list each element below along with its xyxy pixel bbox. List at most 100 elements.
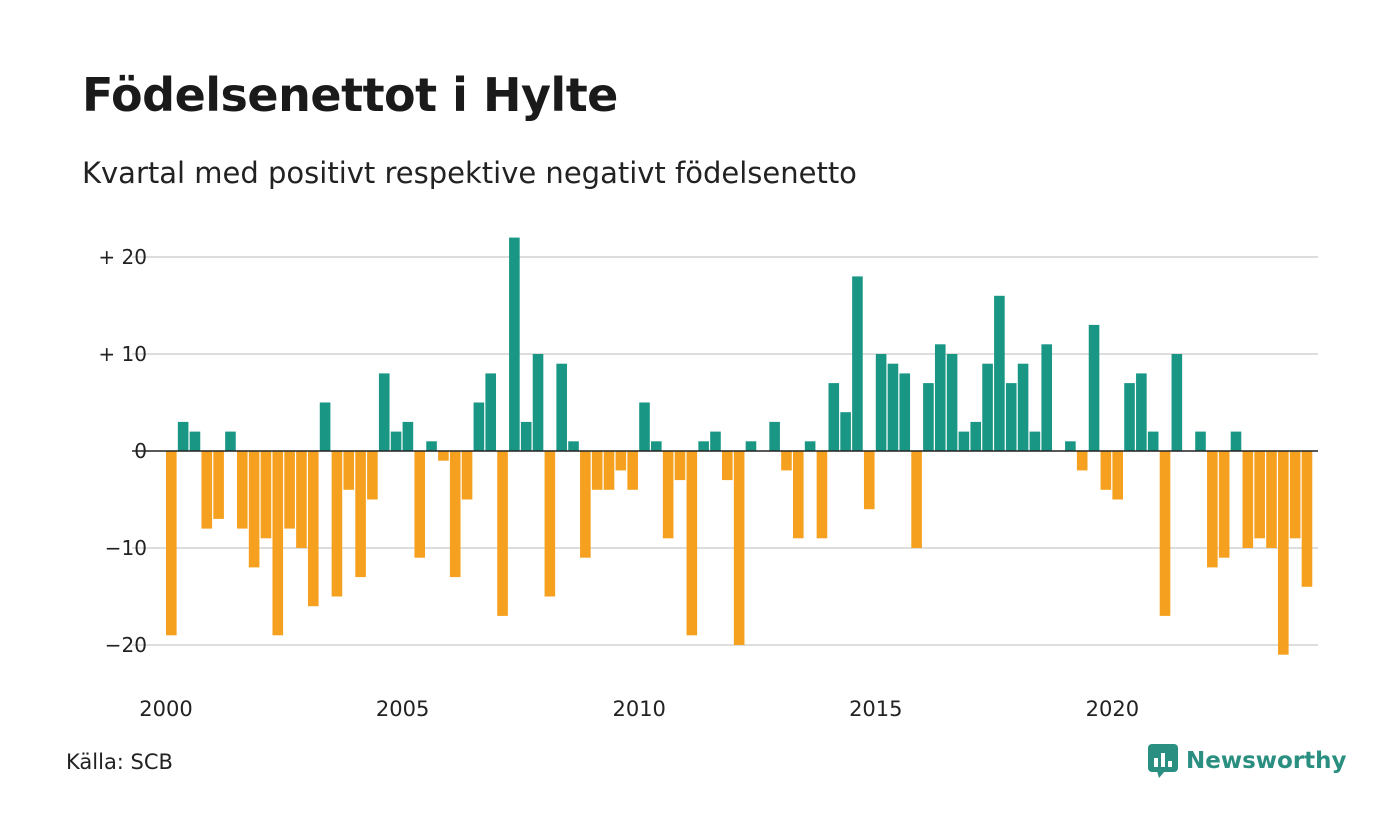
bar: [591, 451, 603, 490]
bar: [520, 421, 532, 451]
bar: [934, 344, 946, 451]
bar: [1301, 451, 1313, 587]
bar: [1065, 441, 1076, 451]
chart-title: Födelsenettot i Hylte: [82, 68, 618, 122]
bar: [272, 451, 284, 636]
bar: [970, 421, 982, 451]
bar: [1041, 344, 1053, 451]
source-note: Källa: SCB: [66, 750, 173, 774]
bar: [745, 441, 757, 451]
chart-subtitle: Kvartal med positivt respektive negativt…: [82, 156, 857, 190]
bar: [1124, 383, 1135, 451]
bar: [1195, 431, 1206, 451]
bar: [284, 451, 295, 529]
x-tick-label: 2005: [376, 697, 429, 721]
bar: [166, 451, 177, 636]
bar: [1254, 451, 1265, 539]
bar: [307, 451, 319, 607]
bar: [414, 451, 426, 558]
bar: [722, 451, 733, 481]
bar: [1100, 451, 1112, 490]
bar: [804, 441, 816, 451]
bar: [296, 451, 307, 548]
y-tick-label: −20: [105, 633, 147, 657]
bar: [792, 451, 804, 539]
bar: [1171, 354, 1183, 451]
bar: [899, 373, 911, 451]
bar: [1289, 451, 1301, 539]
bar: [840, 412, 851, 451]
bar: [887, 363, 899, 451]
bar: [580, 451, 591, 558]
bar: [1218, 451, 1230, 558]
bar: [627, 451, 638, 490]
bar: [733, 451, 745, 645]
bar: [686, 451, 698, 636]
bar: [651, 441, 662, 451]
bar: [236, 451, 248, 529]
bar: [1278, 451, 1289, 655]
brand-name: Newsworthy: [1186, 748, 1347, 774]
bar: [485, 373, 497, 451]
bar: [662, 451, 674, 539]
bar: [1076, 451, 1088, 471]
bar: [331, 451, 343, 597]
bar: [1242, 451, 1254, 548]
bar: [225, 431, 236, 451]
x-tick-label: 2015: [849, 697, 902, 721]
bar: [355, 451, 366, 578]
y-tick-label: 0: [134, 439, 147, 463]
bar: [473, 402, 485, 451]
x-tick-label: 2020: [1086, 697, 1139, 721]
bar: [402, 421, 414, 451]
bar: [946, 354, 958, 451]
bar: [1005, 383, 1017, 451]
bar: [816, 451, 828, 539]
y-axis-labels: + 20 + 10 0 −10 −20: [98, 245, 147, 657]
bar: [698, 441, 709, 451]
bar: [1147, 431, 1159, 451]
bar: [1266, 451, 1277, 548]
bar: [1112, 451, 1123, 500]
bar: [1017, 363, 1029, 451]
bar: [852, 276, 863, 451]
x-tick-label: 2010: [612, 697, 665, 721]
bar: [509, 237, 520, 451]
bar: [828, 383, 840, 451]
bar: [449, 451, 461, 578]
bar: [390, 431, 402, 451]
bar: [497, 451, 508, 616]
bar: [426, 441, 437, 451]
bar: [982, 363, 993, 451]
bar: [781, 451, 792, 471]
bar: [710, 431, 721, 451]
newsworthy-logo: Newsworthy: [1148, 744, 1347, 778]
bar: [177, 421, 189, 451]
bar: [994, 295, 1005, 451]
y-tick-label: + 10: [98, 342, 147, 366]
bar: [875, 354, 887, 451]
bar: [958, 431, 970, 451]
bar: [568, 441, 579, 451]
newsworthy-logo-icon: [1148, 744, 1178, 778]
bars: [166, 237, 1313, 655]
bar: [911, 451, 922, 548]
bar: [674, 451, 686, 481]
x-axis-labels: 2000 2005 2010 2015 2020: [139, 697, 1139, 721]
bar: [544, 451, 556, 597]
bar: [923, 383, 934, 451]
bar: [438, 451, 449, 461]
bar: [248, 451, 260, 568]
bar: [556, 363, 567, 451]
bar: [201, 451, 213, 529]
bar: [1159, 451, 1171, 616]
bar: [639, 402, 650, 451]
bar: [189, 431, 201, 451]
bar: [1230, 431, 1242, 451]
bar: [378, 373, 390, 451]
bar: [319, 402, 331, 451]
bar: [769, 421, 780, 451]
bar: [343, 451, 355, 490]
bar: [1207, 451, 1218, 568]
